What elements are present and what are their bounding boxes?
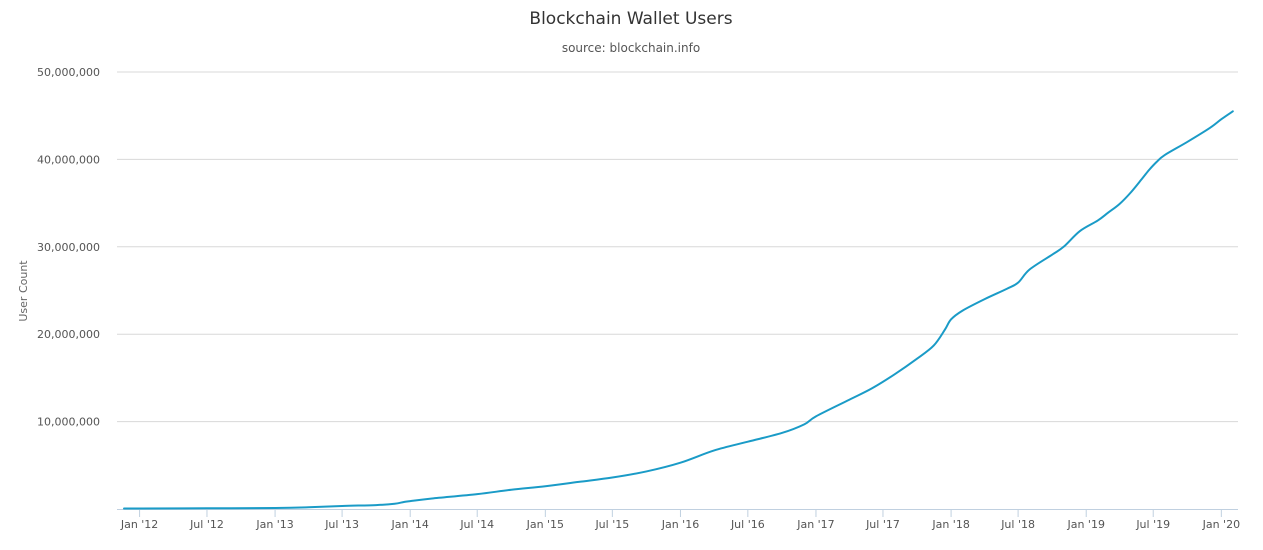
chart-title: Blockchain Wallet Users — [529, 9, 732, 29]
x-tick-label: Jan '17 — [796, 518, 834, 531]
x-tick-label: Jan '20 — [1202, 518, 1240, 531]
x-tick-label: Jul '18 — [1000, 518, 1035, 531]
x-tick-label: Jan '18 — [931, 518, 969, 531]
y-axis-title: User Count — [17, 260, 30, 322]
y-tick-label: 40,000,000 — [37, 153, 100, 166]
x-tick-label: Jan '14 — [390, 518, 428, 531]
y-tick-label: 20,000,000 — [37, 328, 100, 341]
x-tick-label: Jan '15 — [526, 518, 564, 531]
y-tick-label: 50,000,000 — [37, 66, 100, 79]
x-tick-label: Jan '16 — [661, 518, 699, 531]
chart-subtitle: source: blockchain.info — [562, 41, 700, 55]
x-tick-label: Jul '12 — [189, 518, 224, 531]
x-tick-label: Jul '13 — [324, 518, 359, 531]
series-layer — [123, 110, 1234, 510]
x-tick-label: Jul '17 — [865, 518, 900, 531]
x-axis: Jan '12 Jul '12 Jan '13 Jul '13 Jan '14 Jul '… — [117, 509, 1240, 531]
series-line-wallet-users — [123, 110, 1234, 510]
x-tick-label: Jan '19 — [1066, 518, 1104, 531]
x-tick-label: Jul '19 — [1135, 518, 1170, 531]
x-tick-label: Jan '13 — [255, 518, 293, 531]
y-tick-label: 30,000,000 — [37, 241, 100, 254]
x-tick-label: Jan '12 — [120, 518, 158, 531]
x-tick-label: Jul '16 — [730, 518, 765, 531]
x-tick-label: Jul '14 — [459, 518, 494, 531]
y-axis-ticks: 10,000,000 20,000,000 30,000,000 40,000,000… — [37, 66, 100, 429]
x-tick-label: Jul '15 — [594, 518, 629, 531]
y-tick-label: 10,000,000 — [37, 416, 100, 429]
grid-lines — [117, 71, 1238, 423]
